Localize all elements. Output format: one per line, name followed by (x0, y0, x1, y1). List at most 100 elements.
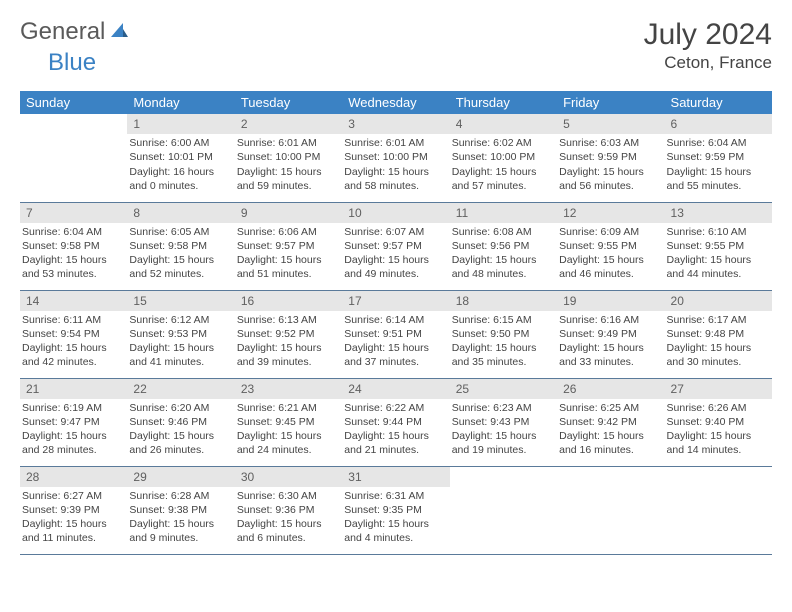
day-line: Sunrise: 6:01 AM (237, 136, 338, 150)
calendar-cell: 27Sunrise: 6:26 AMSunset: 9:40 PMDayligh… (665, 378, 772, 466)
day-number: 21 (20, 379, 127, 399)
day-line: Sunset: 9:53 PM (129, 327, 230, 341)
day-line: and 21 minutes. (344, 443, 445, 457)
day-line: and 58 minutes. (344, 179, 445, 193)
day-content: Sunrise: 6:28 AMSunset: 9:38 PMDaylight:… (127, 487, 234, 548)
day-content: Sunrise: 6:01 AMSunset: 10:00 PMDaylight… (235, 134, 342, 195)
day-line: Sunrise: 6:26 AM (667, 401, 768, 415)
day-number: 7 (20, 203, 127, 223)
day-line: Sunset: 9:43 PM (452, 415, 553, 429)
day-line: Daylight: 15 hours (452, 253, 553, 267)
calendar-cell (450, 466, 557, 554)
day-number: 19 (557, 291, 664, 311)
calendar-row: 1Sunrise: 6:00 AMSunset: 10:01 PMDayligh… (20, 114, 772, 202)
calendar-cell: 20Sunrise: 6:17 AMSunset: 9:48 PMDayligh… (665, 290, 772, 378)
day-line: Sunset: 9:36 PM (237, 503, 338, 517)
day-content: Sunrise: 6:15 AMSunset: 9:50 PMDaylight:… (450, 311, 557, 372)
day-number: 31 (342, 467, 449, 487)
day-content: Sunrise: 6:30 AMSunset: 9:36 PMDaylight:… (235, 487, 342, 548)
day-line: Sunrise: 6:09 AM (559, 225, 660, 239)
weekday-header: Sunday (20, 91, 127, 114)
title-block: July 2024 Ceton, France (644, 18, 772, 73)
day-line: Sunrise: 6:07 AM (344, 225, 445, 239)
day-line: and 30 minutes. (667, 355, 768, 369)
day-number: 20 (665, 291, 772, 311)
calendar-cell: 15Sunrise: 6:12 AMSunset: 9:53 PMDayligh… (127, 290, 234, 378)
day-content: Sunrise: 6:03 AMSunset: 9:59 PMDaylight:… (557, 134, 664, 195)
day-line: Daylight: 15 hours (452, 165, 553, 179)
day-number: 14 (20, 291, 127, 311)
calendar-cell: 7Sunrise: 6:04 AMSunset: 9:58 PMDaylight… (20, 202, 127, 290)
day-number: 28 (20, 467, 127, 487)
month-title: July 2024 (644, 18, 772, 52)
calendar-row: 21Sunrise: 6:19 AMSunset: 9:47 PMDayligh… (20, 378, 772, 466)
day-line: Sunset: 9:58 PM (22, 239, 123, 253)
day-number: 15 (127, 291, 234, 311)
calendar-cell: 2Sunrise: 6:01 AMSunset: 10:00 PMDayligh… (235, 114, 342, 202)
day-line: Sunrise: 6:16 AM (559, 313, 660, 327)
day-line: Sunset: 9:44 PM (344, 415, 445, 429)
weekday-header: Friday (557, 91, 664, 114)
day-line: and 11 minutes. (22, 531, 123, 545)
day-line: Daylight: 15 hours (237, 165, 338, 179)
day-line: and 49 minutes. (344, 267, 445, 281)
day-line: and 33 minutes. (559, 355, 660, 369)
day-line: Sunrise: 6:11 AM (22, 313, 123, 327)
day-line: Sunrise: 6:04 AM (22, 225, 123, 239)
calendar-cell: 22Sunrise: 6:20 AMSunset: 9:46 PMDayligh… (127, 378, 234, 466)
day-line: Sunset: 9:42 PM (559, 415, 660, 429)
day-number: 1 (127, 114, 234, 134)
day-line: and 16 minutes. (559, 443, 660, 457)
day-line: Sunrise: 6:28 AM (129, 489, 230, 503)
day-line: Sunset: 9:48 PM (667, 327, 768, 341)
day-content: Sunrise: 6:20 AMSunset: 9:46 PMDaylight:… (127, 399, 234, 460)
day-line: Daylight: 15 hours (22, 429, 123, 443)
day-line: Daylight: 15 hours (237, 341, 338, 355)
day-line: Sunrise: 6:21 AM (237, 401, 338, 415)
day-content: Sunrise: 6:08 AMSunset: 9:56 PMDaylight:… (450, 223, 557, 284)
calendar-cell: 11Sunrise: 6:08 AMSunset: 9:56 PMDayligh… (450, 202, 557, 290)
logo-sail-icon (109, 21, 129, 44)
calendar-cell: 17Sunrise: 6:14 AMSunset: 9:51 PMDayligh… (342, 290, 449, 378)
calendar-cell: 26Sunrise: 6:25 AMSunset: 9:42 PMDayligh… (557, 378, 664, 466)
day-line: and 24 minutes. (237, 443, 338, 457)
day-content: Sunrise: 6:12 AMSunset: 9:53 PMDaylight:… (127, 311, 234, 372)
day-line: Sunset: 9:55 PM (667, 239, 768, 253)
day-content: Sunrise: 6:04 AMSunset: 9:58 PMDaylight:… (20, 223, 127, 284)
day-content: Sunrise: 6:31 AMSunset: 9:35 PMDaylight:… (342, 487, 449, 548)
day-line: Sunset: 9:39 PM (22, 503, 123, 517)
day-line: Daylight: 15 hours (237, 517, 338, 531)
day-number: 22 (127, 379, 234, 399)
day-line: Daylight: 15 hours (344, 517, 445, 531)
day-line: Daylight: 15 hours (344, 253, 445, 267)
location: Ceton, France (644, 53, 772, 73)
day-number: 30 (235, 467, 342, 487)
day-content: Sunrise: 6:01 AMSunset: 10:00 PMDaylight… (342, 134, 449, 195)
calendar-cell: 4Sunrise: 6:02 AMSunset: 10:00 PMDayligh… (450, 114, 557, 202)
day-line: Daylight: 15 hours (667, 165, 768, 179)
day-line: Sunset: 9:59 PM (559, 150, 660, 164)
day-line: Daylight: 15 hours (452, 429, 553, 443)
day-content: Sunrise: 6:09 AMSunset: 9:55 PMDaylight:… (557, 223, 664, 284)
day-number: 24 (342, 379, 449, 399)
calendar-cell: 6Sunrise: 6:04 AMSunset: 9:59 PMDaylight… (665, 114, 772, 202)
calendar-cell (665, 466, 772, 554)
day-line: Daylight: 16 hours (129, 165, 230, 179)
day-line: Sunset: 9:58 PM (129, 239, 230, 253)
calendar-cell: 19Sunrise: 6:16 AMSunset: 9:49 PMDayligh… (557, 290, 664, 378)
calendar-cell: 29Sunrise: 6:28 AMSunset: 9:38 PMDayligh… (127, 466, 234, 554)
day-number: 25 (450, 379, 557, 399)
calendar-cell: 12Sunrise: 6:09 AMSunset: 9:55 PMDayligh… (557, 202, 664, 290)
day-number: 27 (665, 379, 772, 399)
day-line: Sunrise: 6:10 AM (667, 225, 768, 239)
day-content: Sunrise: 6:11 AMSunset: 9:54 PMDaylight:… (20, 311, 127, 372)
day-content: Sunrise: 6:02 AMSunset: 10:00 PMDaylight… (450, 134, 557, 195)
day-line: and 41 minutes. (129, 355, 230, 369)
day-content: Sunrise: 6:14 AMSunset: 9:51 PMDaylight:… (342, 311, 449, 372)
day-line: Daylight: 15 hours (667, 429, 768, 443)
day-line: Sunset: 9:49 PM (559, 327, 660, 341)
day-line: Daylight: 15 hours (344, 165, 445, 179)
day-content: Sunrise: 6:27 AMSunset: 9:39 PMDaylight:… (20, 487, 127, 548)
day-line: Daylight: 15 hours (344, 429, 445, 443)
day-number: 12 (557, 203, 664, 223)
